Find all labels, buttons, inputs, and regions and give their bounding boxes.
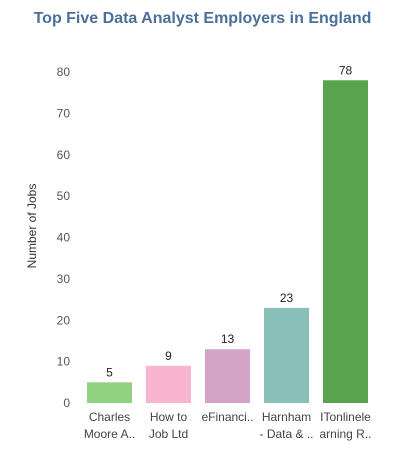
category-label: - Data & .. (259, 427, 313, 441)
bars-group (87, 80, 368, 404)
category-label: arning R.. (319, 427, 371, 441)
category-label: Charles (89, 410, 130, 424)
y-tick-label: 30 (57, 272, 71, 286)
bar-value-label: 23 (280, 291, 294, 305)
category-labels-group: Charles Moore A.. How to Job Ltd eFinanci.. H… (84, 410, 372, 441)
bar[interactable] (205, 349, 250, 403)
category-label: How to (150, 410, 188, 424)
category-label: Job Ltd (149, 427, 188, 441)
bar[interactable] (87, 382, 132, 403)
y-tick-label: 50 (57, 189, 71, 203)
category-label: Harnham (262, 410, 311, 424)
y-tick-label: 0 (63, 396, 70, 410)
y-tick-label: 40 (57, 231, 71, 245)
category-label: ITonlinele (320, 410, 371, 424)
data-labels-group: 5 9 13 23 78 (106, 63, 352, 379)
y-tick-label: 10 (57, 355, 71, 369)
y-tick-label: 70 (57, 106, 71, 120)
bar-value-label: 13 (221, 332, 235, 346)
y-axis-title: Number of Jobs (25, 184, 39, 269)
chart-title: Top Five Data Analyst Employers in Engla… (33, 10, 372, 27)
bar-value-label: 5 (106, 365, 113, 379)
y-tick-label: 80 (57, 65, 71, 79)
category-label: Moore A.. (84, 427, 135, 441)
bar[interactable] (146, 365, 191, 403)
bar-value-label: 78 (339, 63, 353, 77)
bar-value-label: 9 (165, 349, 172, 363)
y-tick-label: 60 (57, 148, 71, 162)
bar[interactable] (264, 307, 309, 403)
bar[interactable] (323, 80, 368, 404)
category-label: eFinanci.. (201, 410, 253, 424)
y-tick-label: 20 (57, 313, 71, 327)
y-axis-ticks: 0 10 20 30 40 50 60 70 80 (57, 65, 71, 410)
